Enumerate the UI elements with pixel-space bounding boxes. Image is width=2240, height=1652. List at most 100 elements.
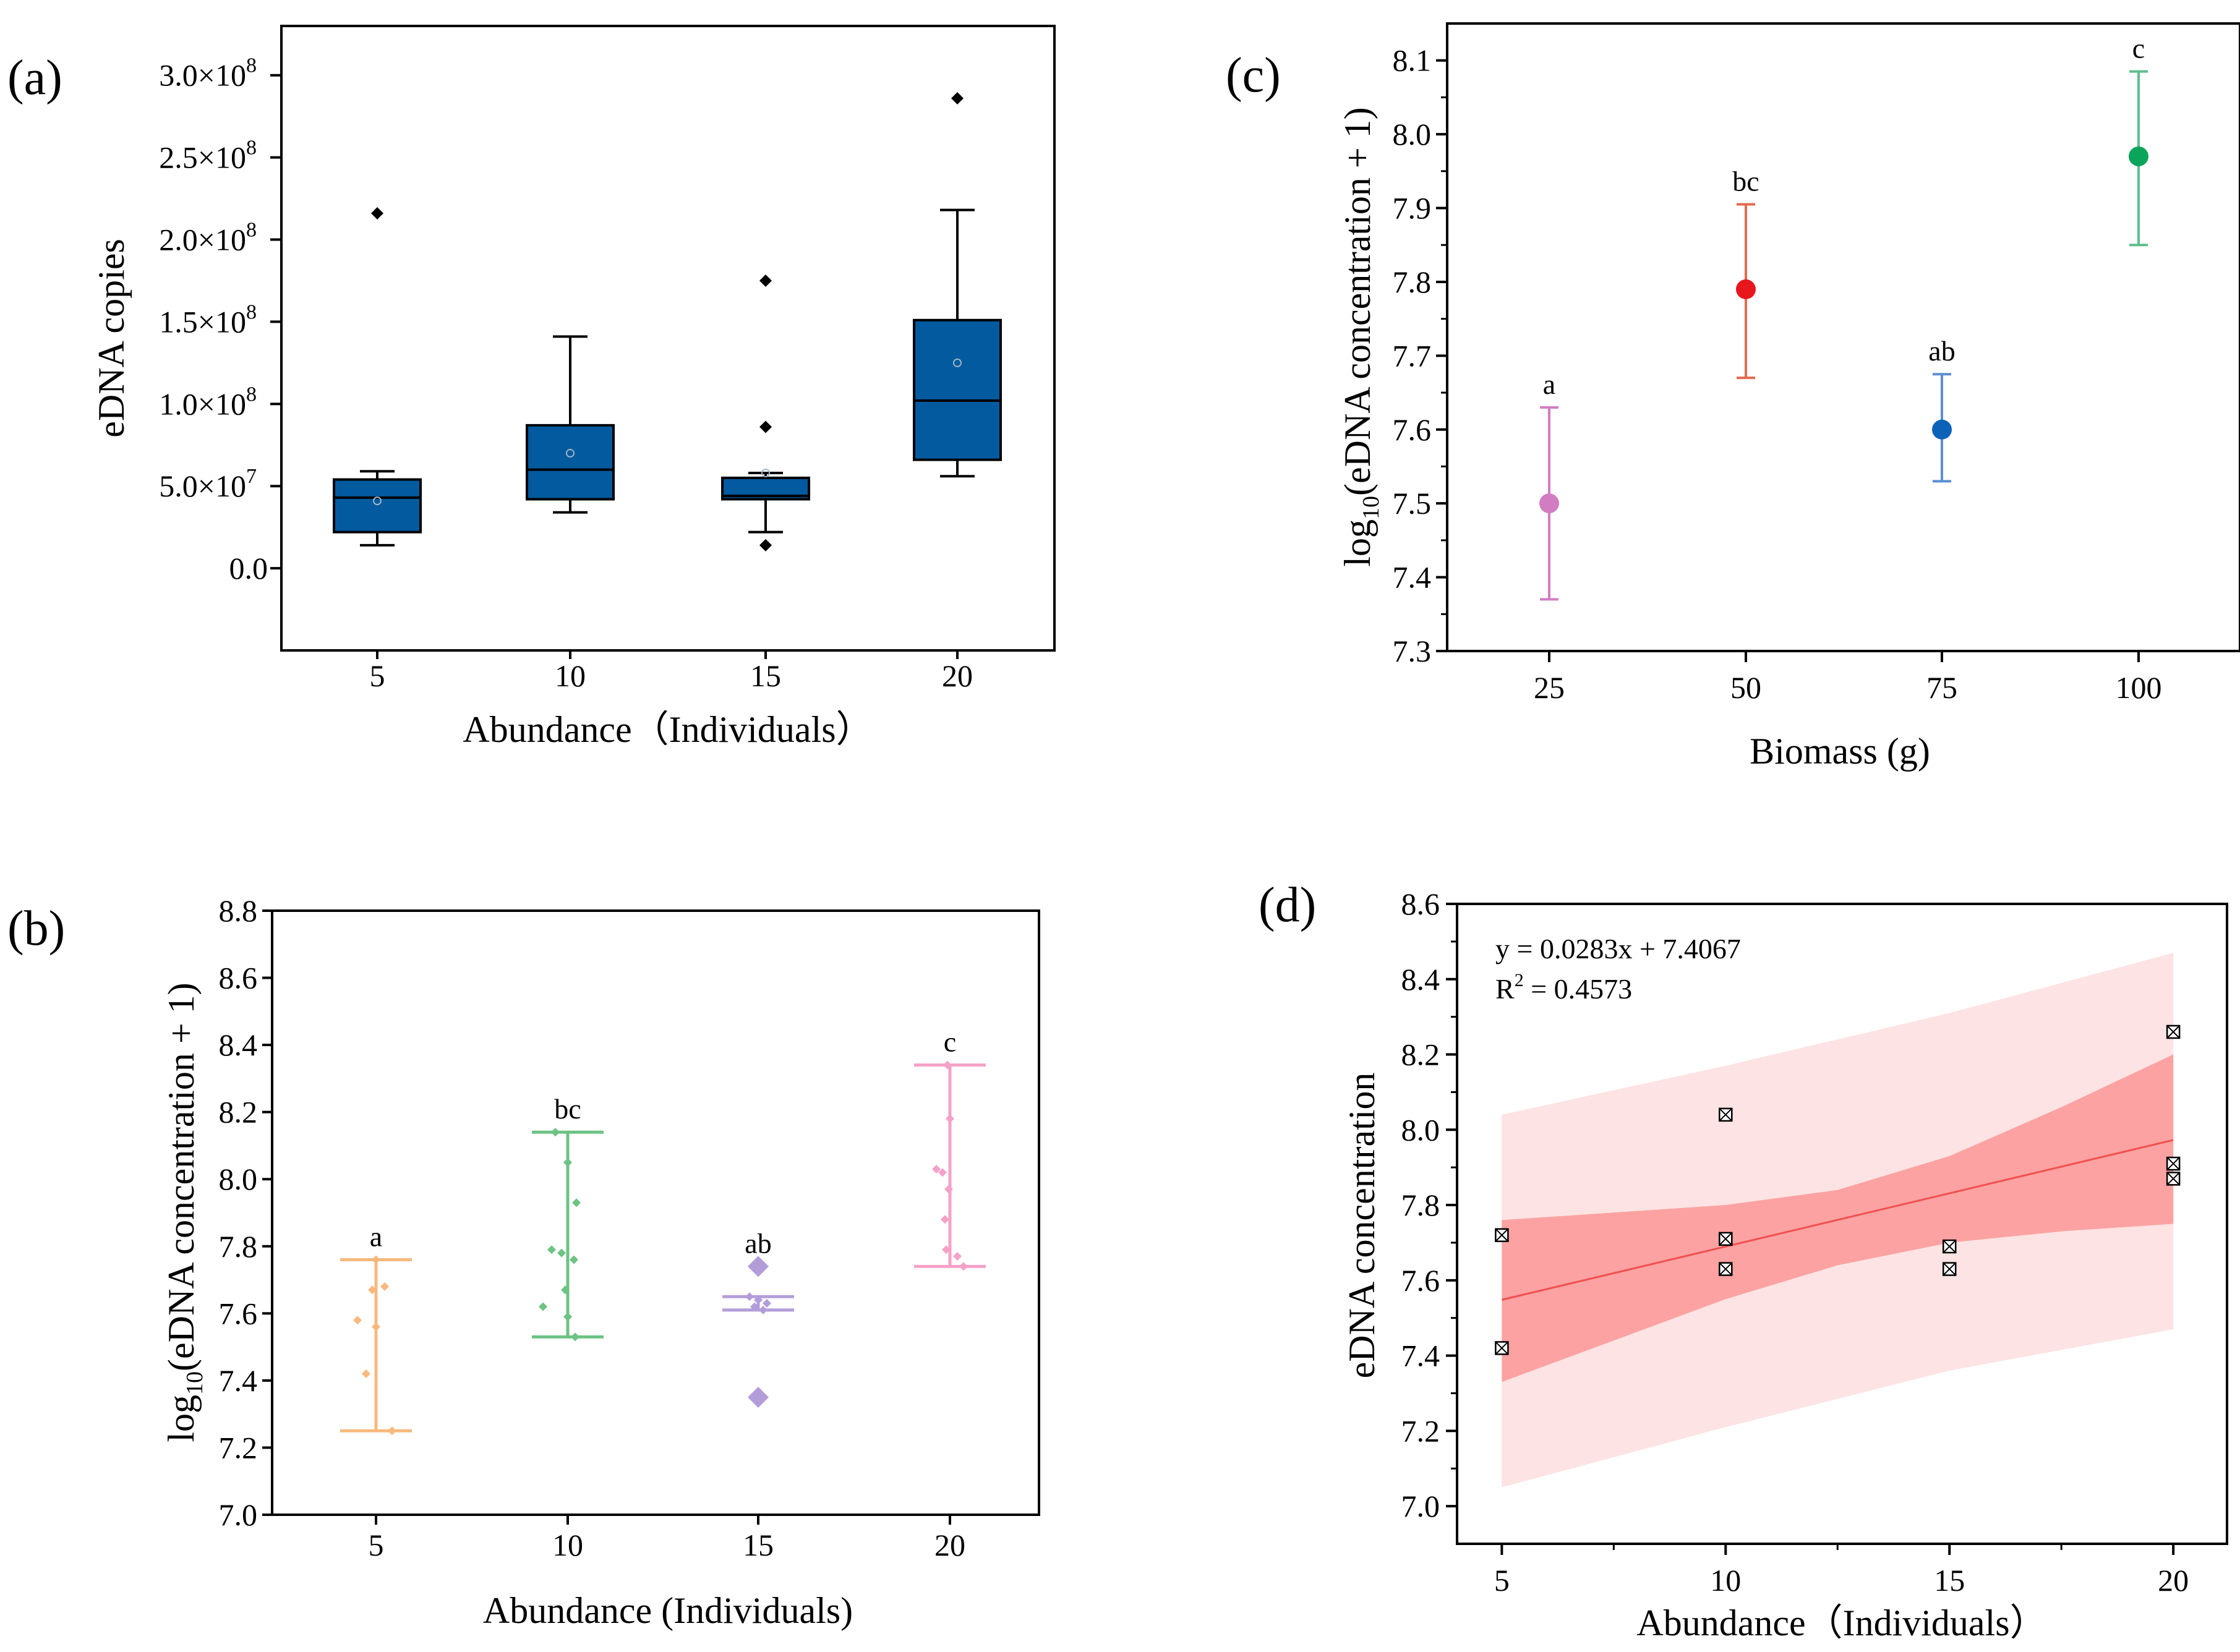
data-point bbox=[362, 1369, 370, 1379]
data-point bbox=[1719, 1262, 1733, 1276]
significance-letter: bc bbox=[554, 1093, 581, 1125]
data-point bbox=[368, 1285, 377, 1295]
panel-b: (b) 7.0 7.2 7.4 7.6 7.8 8.0 8.2 8.4 8.6 8.8 5 10 15… bbox=[7, 893, 1040, 1631]
data-point bbox=[959, 1262, 968, 1271]
y-tick-label: 7.2 bbox=[219, 1430, 258, 1465]
x-tick-label: 10 bbox=[555, 658, 586, 693]
y-tick-label: 7.5 bbox=[1393, 486, 1432, 521]
data-point bbox=[946, 1114, 954, 1123]
y-tick-label-base: 2.0×10 bbox=[159, 223, 246, 257]
mean-point bbox=[1736, 279, 1756, 299]
panel-c-frame bbox=[1446, 22, 2240, 652]
x-tick-label: 20 bbox=[942, 658, 973, 693]
y-tick-label: 7.3 bbox=[1393, 634, 1432, 668]
y-tick-label-base: 5.0×10 bbox=[159, 469, 246, 503]
data-point bbox=[571, 1332, 579, 1342]
data-point bbox=[572, 1198, 581, 1207]
panel-d: (d) 7.07.27.47.67.88.08.28.48.6 5 10 15 20 … bbox=[1259, 878, 2228, 1643]
box-outlier bbox=[759, 274, 772, 287]
data-point bbox=[1719, 1107, 1733, 1122]
panel-d-r2-value: = 0.4573 bbox=[1524, 973, 1632, 1005]
panel-c-x-axis: 25 50 75 100 bbox=[1534, 651, 2162, 705]
panel-b-y-title-rest: (eDNA concentration + 1) bbox=[161, 982, 202, 1371]
panel-d-y-axis: 7.0 7.2 7.4 7.6 7.8 8.0 8.2 8.4 8.6 bbox=[1401, 887, 1457, 1523]
mean-point bbox=[2129, 146, 2148, 166]
panel-d-r2-label: R bbox=[1495, 973, 1515, 1005]
panel-a-y-title: eDNA copies bbox=[91, 239, 132, 438]
panel-c-y-title-rest: (eDNA concentration + 1) bbox=[1337, 107, 1378, 496]
panel-c: (c) 7.3 7.4 7.5 7.6 7.7 7.8 7.9 8.0 8.1 25 50 75 10… bbox=[1226, 22, 2240, 772]
data-point bbox=[1942, 1262, 1957, 1276]
box-outlier bbox=[759, 539, 772, 551]
y-tick-label: 8.0 bbox=[1401, 1112, 1440, 1147]
data-point bbox=[1495, 1341, 1509, 1355]
y-tick-label: 8.4 bbox=[1401, 962, 1440, 997]
data-point bbox=[2166, 1024, 2181, 1039]
x-tick-label: 15 bbox=[1934, 1563, 1965, 1598]
mean-point bbox=[1932, 419, 1952, 440]
box-body bbox=[526, 424, 615, 501]
data-point bbox=[763, 1299, 771, 1308]
mean-point bbox=[1539, 493, 1559, 514]
regression-line bbox=[1502, 1139, 2174, 1301]
y-tick-label-exponent: 8 bbox=[246, 383, 257, 406]
data-point bbox=[557, 1248, 566, 1258]
y-tick-label: 7.0 bbox=[219, 1497, 258, 1532]
y-tick-label: 8.2 bbox=[219, 1095, 258, 1130]
y-tick-label-base: 2.5×10 bbox=[159, 140, 246, 175]
y-tick-label: 1.5×108 bbox=[159, 300, 257, 339]
outlier-point bbox=[748, 1387, 769, 1408]
y-tick-label-exponent: 8 bbox=[246, 54, 257, 77]
data-point bbox=[539, 1302, 547, 1311]
data-point bbox=[551, 1128, 560, 1137]
panel-b-x-axis: 5 10 15 20 bbox=[369, 1515, 965, 1562]
x-tick-label: 5 bbox=[370, 658, 385, 693]
significance-letter: ab bbox=[1928, 335, 1955, 367]
y-tick-label: 7.9 bbox=[1393, 191, 1432, 226]
y-tick-label: 3.0×108 bbox=[159, 54, 257, 93]
y-tick-label-base: 1.5×10 bbox=[159, 304, 246, 339]
y-tick-label: 5.0×107 bbox=[159, 465, 257, 503]
y-tick-label: 8.4 bbox=[219, 1028, 258, 1062]
y-tick-label-base: 3.0×10 bbox=[159, 58, 246, 93]
significance-letter: c bbox=[2132, 33, 2145, 64]
y-tick-label: 7.8 bbox=[1393, 265, 1432, 299]
data-point-cross bbox=[1719, 1262, 1733, 1276]
box-outlier bbox=[759, 420, 772, 433]
panel-a-label: (a) bbox=[7, 51, 62, 105]
panel-a-y-axis: 0.05.0×1071.0×1081.5×1082.0×1082.5×1083.… bbox=[159, 54, 281, 585]
panel-d-label: (d) bbox=[1259, 878, 1316, 932]
panel-b-frame bbox=[271, 909, 1040, 1516]
y-tick-label: 7.6 bbox=[1393, 412, 1432, 447]
data-point bbox=[932, 1164, 941, 1173]
y-tick-label: 7.4 bbox=[1401, 1339, 1440, 1373]
data-point bbox=[941, 1215, 949, 1224]
panel-b-y-title: log10(eDNA concentration + 1) bbox=[161, 982, 208, 1442]
data-point bbox=[1495, 1228, 1509, 1243]
y-tick-label: 7.8 bbox=[219, 1229, 258, 1264]
panel-a-frame bbox=[280, 25, 1056, 652]
data-point-cross bbox=[2166, 1172, 2180, 1186]
panel-d-x-axis: 5 10 15 20 bbox=[1494, 1544, 2189, 1598]
data-point bbox=[750, 1302, 759, 1311]
x-tick-label: 15 bbox=[750, 658, 781, 693]
panel-a-x-title: Abundance（Individuals） bbox=[463, 709, 873, 750]
box-outlier bbox=[371, 207, 383, 219]
data-point bbox=[353, 1316, 362, 1325]
y-tick-label: 8.0 bbox=[1393, 117, 1432, 151]
y-tick-label: 7.4 bbox=[1393, 560, 1432, 595]
y-tick-label: 7.6 bbox=[219, 1296, 258, 1331]
y-tick-label: 8.1 bbox=[1393, 43, 1432, 78]
data-point-cross bbox=[2166, 1025, 2180, 1039]
significance-letter: a bbox=[1543, 368, 1555, 400]
y-tick-label-exponent: 8 bbox=[246, 137, 257, 160]
data-point-cross bbox=[1719, 1108, 1733, 1122]
confidence-band bbox=[1502, 1054, 2174, 1382]
y-tick-label: 8.8 bbox=[219, 893, 258, 928]
y-tick-label: 7.6 bbox=[1401, 1263, 1440, 1298]
x-tick-label: 5 bbox=[369, 1528, 384, 1562]
x-tick-label: 50 bbox=[1730, 670, 1761, 705]
data-point bbox=[570, 1255, 578, 1264]
